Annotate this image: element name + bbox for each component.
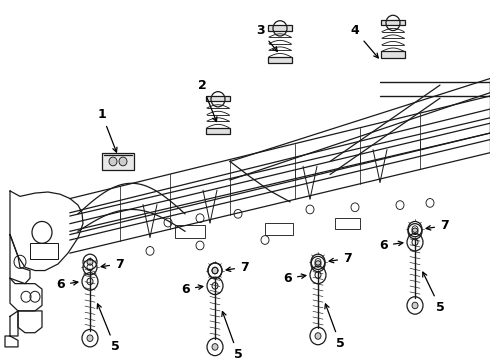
Circle shape — [87, 335, 93, 341]
Text: 6: 6 — [181, 283, 203, 296]
Bar — [381, 20, 405, 25]
Circle shape — [412, 228, 418, 235]
Text: 5: 5 — [423, 272, 444, 314]
Text: 6: 6 — [283, 272, 306, 285]
Bar — [335, 218, 360, 229]
Circle shape — [315, 333, 321, 339]
Bar — [268, 57, 292, 63]
Circle shape — [212, 344, 218, 350]
Text: 6: 6 — [379, 239, 403, 252]
Text: 7: 7 — [426, 219, 449, 232]
Text: 1: 1 — [98, 108, 117, 152]
Text: 4: 4 — [351, 24, 378, 58]
Bar — [381, 51, 405, 58]
Bar — [265, 222, 293, 235]
Bar — [175, 225, 205, 238]
Circle shape — [87, 258, 93, 265]
Text: 2: 2 — [197, 78, 217, 122]
Circle shape — [315, 261, 321, 267]
Text: 7: 7 — [329, 252, 352, 265]
Bar — [102, 153, 134, 170]
Text: 5: 5 — [97, 304, 120, 354]
Text: 7: 7 — [101, 257, 124, 270]
Circle shape — [119, 157, 127, 166]
Text: 7: 7 — [226, 261, 249, 274]
Circle shape — [412, 302, 418, 309]
Circle shape — [109, 157, 117, 166]
Text: 5: 5 — [222, 311, 243, 360]
Bar — [268, 25, 292, 31]
Text: 6: 6 — [56, 278, 78, 291]
Bar — [30, 243, 58, 258]
Bar — [206, 96, 230, 102]
Circle shape — [212, 267, 218, 274]
Text: 5: 5 — [325, 304, 344, 350]
Text: 3: 3 — [256, 24, 277, 51]
Bar — [206, 128, 230, 134]
